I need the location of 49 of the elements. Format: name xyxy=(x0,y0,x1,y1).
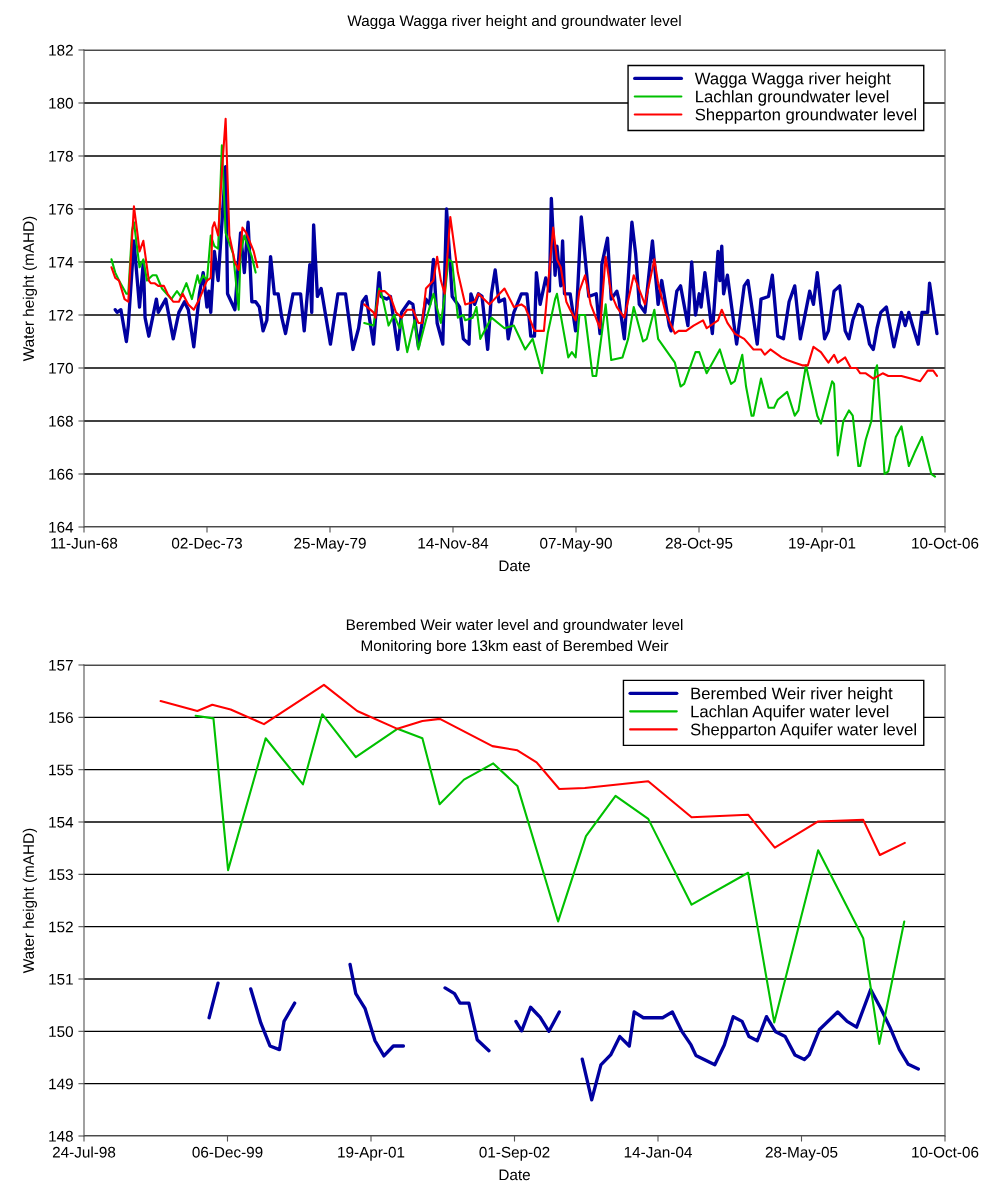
x-tick-label: 14-Jan-04 xyxy=(624,1146,692,1158)
y-tick-label: 151 xyxy=(49,974,73,985)
y-tick-label: 156 xyxy=(49,712,73,724)
y-tick-label: 176 xyxy=(49,203,73,215)
y-tick-label: 150 xyxy=(49,1026,73,1038)
chart-subtitle: Monitoring bore 13km east of Berembed Weir xyxy=(361,639,669,655)
legend-label: Shepparton Aquifer water level xyxy=(690,723,916,739)
chart-title: Berembed Weir water level and groundwater level xyxy=(346,618,683,634)
x-tick-label: 25-May-79 xyxy=(294,537,366,552)
y-tick-label: 166 xyxy=(49,468,73,480)
x-tick-label: 07-May-90 xyxy=(540,537,612,552)
legend-label: Berembed Weir river height xyxy=(691,687,893,703)
x-tick-label: 11-Jun-68 xyxy=(51,537,118,549)
chart-title: Wagga Wagga river height and groundwater level xyxy=(347,14,681,30)
y-tick-label: 168 xyxy=(49,415,73,427)
line-series xyxy=(113,164,939,352)
legend-label: Lachlan groundwater level xyxy=(696,90,889,106)
y-tick-label: 164 xyxy=(49,521,74,533)
y-tick-label: 180 xyxy=(49,97,73,109)
y-axis-title: Water height (mAHD) xyxy=(22,828,37,974)
y-tick-label: 148 xyxy=(49,1130,73,1142)
x-axis-title: Date xyxy=(499,1169,530,1181)
y-tick-label: 172 xyxy=(49,309,73,321)
legend-label: Wagga Wagga river height xyxy=(694,72,891,88)
x-tick-label: 10-Oct-06 xyxy=(912,537,979,549)
legend-label: Lachlan Aquifer water level xyxy=(691,705,889,721)
y-tick-label: 154 xyxy=(49,817,74,828)
y-tick-label: 157 xyxy=(49,660,73,671)
y-tick-label: 182 xyxy=(49,44,73,56)
legend-label: Shepparton groundwater level xyxy=(695,108,916,124)
x-tick-label: 01-Sep-02 xyxy=(479,1146,550,1161)
y-tick-label: 178 xyxy=(49,150,73,162)
y-tick-label: 155 xyxy=(49,764,73,776)
x-tick-label: 14-Nov-84 xyxy=(418,537,489,549)
x-axis-title: Date xyxy=(499,560,530,572)
x-tick-label: 02-Dec-73 xyxy=(171,537,242,549)
x-tick-label: 06-Dec-99 xyxy=(192,1146,263,1158)
x-tick-label: 28-Oct-95 xyxy=(665,537,733,549)
y-tick-label: 170 xyxy=(49,362,73,374)
x-tick-label: 10-Oct-06 xyxy=(912,1146,979,1158)
y-tick-label: 174 xyxy=(49,257,74,268)
x-tick-label: 19-Apr-01 xyxy=(338,1146,405,1161)
x-tick-label: 28-May-05 xyxy=(765,1146,838,1161)
y-tick-label: 153 xyxy=(49,869,73,881)
y-axis-title: Water height (mAHD) xyxy=(22,216,37,362)
x-tick-label: 19-Apr-01 xyxy=(789,537,856,552)
y-tick-label: 152 xyxy=(49,921,73,933)
x-tick-label: 24-Jul-98 xyxy=(52,1146,116,1158)
y-tick-label: 149 xyxy=(49,1078,73,1090)
